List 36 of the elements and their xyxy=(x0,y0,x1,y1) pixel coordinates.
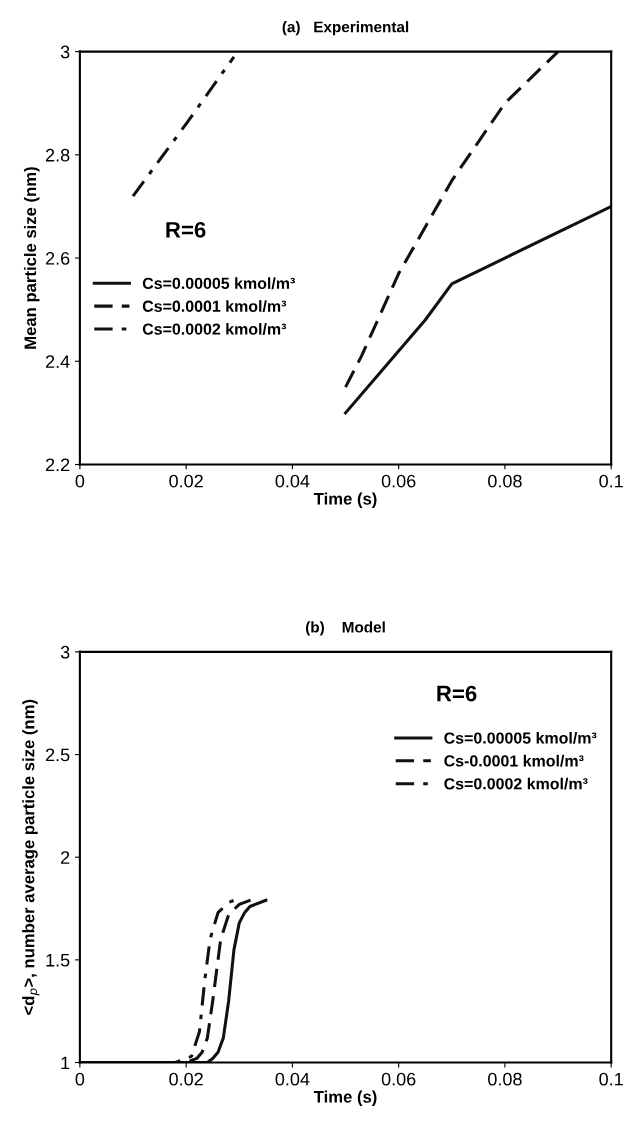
x-axis-title: Time (s) xyxy=(313,1090,377,1107)
annotation: R=6 xyxy=(437,685,477,702)
x-tick-label: 0.08 xyxy=(488,474,522,488)
legend-label: Cs=0.0002 kmol/m³ xyxy=(444,777,588,790)
y-axis-title: <d$_{p}$>, number average particle size (nm) xyxy=(22,699,40,1015)
x-tick-label: 0.02 xyxy=(169,1072,203,1086)
y-tick-label: 2.8 xyxy=(45,148,70,162)
x-axis-title: Time (s) xyxy=(313,492,377,508)
x-tick-label: 0.1 xyxy=(599,474,623,488)
x-tick-label: 0.02 xyxy=(169,474,203,488)
annotation: R=6 xyxy=(166,221,206,238)
x-tick-label: 0.06 xyxy=(381,1072,416,1086)
y-tick-label: 2 xyxy=(61,851,70,864)
x-tick-label: 0.08 xyxy=(488,1072,522,1086)
x-tick-label: 0 xyxy=(75,1072,85,1086)
y-tick-label: 3 xyxy=(60,45,70,59)
x-tick-label: 0.06 xyxy=(381,474,416,488)
x-tick-label: 0.04 xyxy=(275,1072,310,1086)
x-tick-label: 0.1 xyxy=(599,1072,623,1086)
legend-label: Cs=0.0002 kmol/m³ xyxy=(142,323,287,335)
y-axis-title: Mean particle size (nm) xyxy=(23,167,40,349)
legend-label: Cs=0.00005 kmol/m³ xyxy=(444,731,597,744)
y-tick-label: 1 xyxy=(61,1056,70,1070)
y-tick-label: 1.5 xyxy=(46,953,70,967)
y-tick-label: 2.5 xyxy=(45,748,70,762)
x-tick-label: 0.04 xyxy=(275,474,310,488)
y-tick-label: 2.2 xyxy=(45,458,70,472)
x-tick-label: 0 xyxy=(75,474,85,488)
chart-title: (b) Model xyxy=(305,621,385,636)
chart-title: (a) Experimental xyxy=(282,21,409,36)
y-tick-label: 2.4 xyxy=(45,355,70,368)
y-tick-label: 2.6 xyxy=(45,251,70,265)
legend-label: Cs=0.00005 kmol/m³ xyxy=(142,277,295,290)
legend-label: Cs-0.0001 kmol/m³ xyxy=(444,754,584,767)
y-tick-label: 3 xyxy=(60,645,70,659)
legend-label: Cs=0.0001 kmol/m³ xyxy=(142,300,287,313)
